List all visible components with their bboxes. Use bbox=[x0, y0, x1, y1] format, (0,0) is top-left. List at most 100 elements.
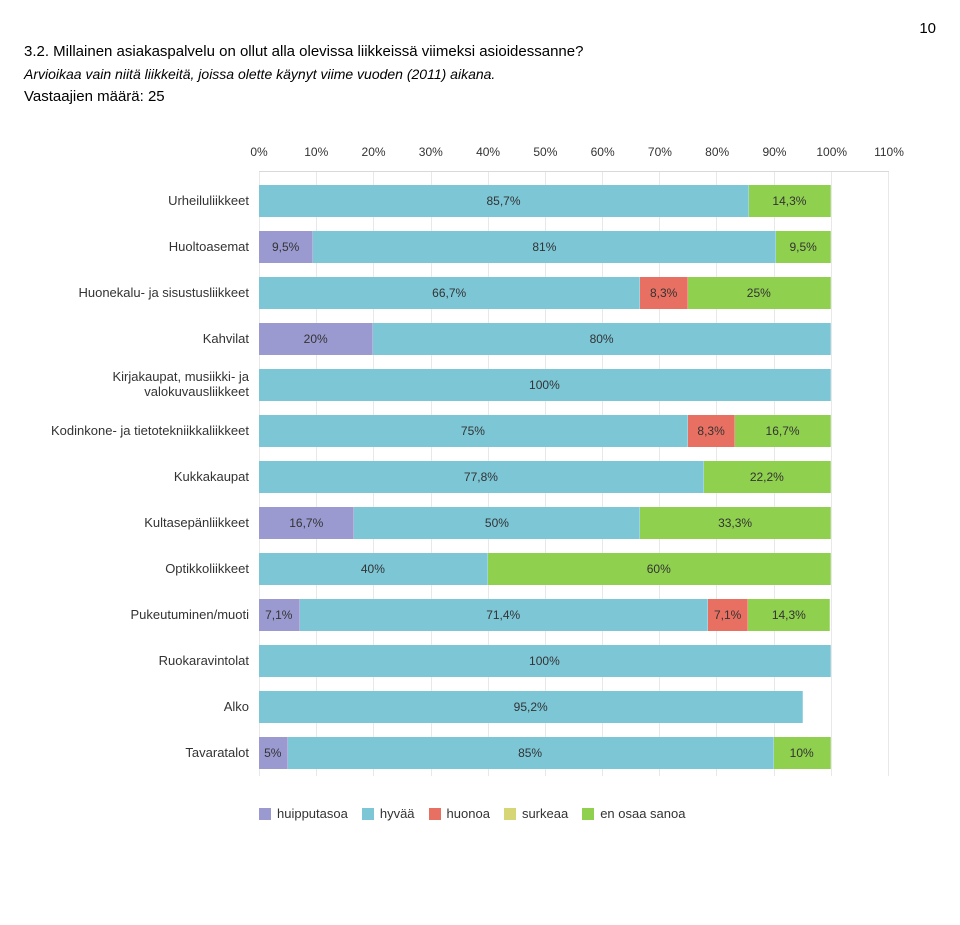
respondent-count: Vastaajien määrä: 25 bbox=[24, 88, 936, 105]
bar-segment: 22,2% bbox=[704, 461, 831, 493]
chart-row: Tavaratalot5%85%10% bbox=[259, 730, 888, 776]
bar-segment: 16,7% bbox=[735, 415, 830, 447]
row-label: Kultasepänliikkeet bbox=[24, 516, 249, 531]
bar-segment: 75% bbox=[259, 415, 688, 447]
bar-segment: 66,7% bbox=[259, 277, 640, 309]
row-label: Kahvilat bbox=[24, 332, 249, 347]
legend-swatch bbox=[429, 808, 441, 820]
bar-segment: 7,1% bbox=[708, 599, 749, 631]
bar-segment: 100% bbox=[259, 645, 831, 677]
legend-swatch bbox=[504, 808, 516, 820]
chart-area: 0%10%20%30%40%50%60%70%80%90%100%110% Ur… bbox=[259, 145, 889, 776]
bar-segment: 33,3% bbox=[640, 507, 830, 539]
bar-segment: 9,5% bbox=[259, 231, 313, 263]
bar-segment: 8,3% bbox=[688, 415, 735, 447]
bar-segment: 9,5% bbox=[776, 231, 830, 263]
bar-segment: 100% bbox=[259, 369, 831, 401]
bar-segment: 14,3% bbox=[749, 185, 831, 217]
stacked-bar: 100% bbox=[259, 369, 888, 401]
bar-segment: 81% bbox=[313, 231, 776, 263]
stacked-bar: 20%80% bbox=[259, 323, 888, 355]
legend-label: en osaa sanoa bbox=[600, 806, 685, 821]
bar-segment: 40% bbox=[259, 553, 488, 585]
chart-row: Alko95,2% bbox=[259, 684, 888, 730]
stacked-bar: 66,7%8,3%25% bbox=[259, 277, 888, 309]
row-label: Huonekalu- ja sisustusliikkeet bbox=[24, 286, 249, 301]
row-label: Kirjakaupat, musiikki- ja valokuvausliik… bbox=[24, 370, 249, 400]
axis-tick: 100% bbox=[816, 145, 847, 159]
legend-swatch bbox=[259, 808, 271, 820]
bar-segment: 50% bbox=[354, 507, 640, 539]
chart-row: Urheiluliikkeet85,7%14,3% bbox=[259, 178, 888, 224]
chart-row: Optikkoliikkeet40%60% bbox=[259, 546, 888, 592]
chart-row: Ruokaravintolat100% bbox=[259, 638, 888, 684]
axis-tick: 0% bbox=[250, 145, 267, 159]
question-subtitle: Arvioikaa vain niitä liikkeitä, joissa o… bbox=[24, 66, 936, 82]
stacked-bar: 16,7%50%33,3% bbox=[259, 507, 888, 539]
chart-row: Huonekalu- ja sisustusliikkeet66,7%8,3%2… bbox=[259, 270, 888, 316]
axis-tick: 30% bbox=[419, 145, 443, 159]
axis-tick: 80% bbox=[705, 145, 729, 159]
chart-row: Pukeutuminen/muoti7,1%71,4%7,1%14,3% bbox=[259, 592, 888, 638]
chart-row: Huoltoasemat9,5%81%9,5% bbox=[259, 224, 888, 270]
axis-tick: 70% bbox=[648, 145, 672, 159]
chart-plot: Urheiluliikkeet85,7%14,3%Huoltoasemat9,5… bbox=[259, 171, 889, 776]
row-label: Huoltoasemat bbox=[24, 240, 249, 255]
bar-segment: 20% bbox=[259, 323, 373, 355]
legend-label: surkeaa bbox=[522, 806, 568, 821]
bar-segment: 95,2% bbox=[259, 691, 803, 723]
row-label: Kodinkone- ja tietotekniikkaliikkeet bbox=[24, 424, 249, 439]
chart-row: Kirjakaupat, musiikki- ja valokuvausliik… bbox=[259, 362, 888, 408]
legend-swatch bbox=[362, 808, 374, 820]
stacked-bar: 95,2% bbox=[259, 691, 888, 723]
bar-segment: 60% bbox=[488, 553, 831, 585]
bar-segment: 85% bbox=[288, 737, 774, 769]
legend-swatch bbox=[582, 808, 594, 820]
stacked-bar: 77,8%22,2% bbox=[259, 461, 888, 493]
bar-segment: 14,3% bbox=[748, 599, 830, 631]
bar-segment: 85,7% bbox=[259, 185, 749, 217]
chart-row: Kodinkone- ja tietotekniikkaliikkeet75%8… bbox=[259, 408, 888, 454]
row-label: Ruokaravintolat bbox=[24, 654, 249, 669]
stacked-bar: 75%8,3%16,7% bbox=[259, 415, 888, 447]
bar-segment: 16,7% bbox=[259, 507, 354, 539]
bar-segment: 25% bbox=[688, 277, 831, 309]
axis-tick: 20% bbox=[362, 145, 386, 159]
bar-segment: 77,8% bbox=[259, 461, 704, 493]
bar-segment: 8,3% bbox=[640, 277, 687, 309]
stacked-bar: 100% bbox=[259, 645, 888, 677]
row-label: Pukeutuminen/muoti bbox=[24, 608, 249, 623]
stacked-bar: 5%85%10% bbox=[259, 737, 888, 769]
axis-tick: 50% bbox=[533, 145, 557, 159]
axis-tick: 110% bbox=[874, 145, 904, 159]
row-label: Alko bbox=[24, 700, 249, 715]
row-label: Kukkakaupat bbox=[24, 470, 249, 485]
chart-row: Kahvilat20%80% bbox=[259, 316, 888, 362]
axis-tick: 90% bbox=[762, 145, 786, 159]
row-label: Urheiluliikkeet bbox=[24, 194, 249, 209]
chart-row: Kultasepänliikkeet16,7%50%33,3% bbox=[259, 500, 888, 546]
axis-tick: 60% bbox=[591, 145, 615, 159]
grid-line bbox=[888, 172, 889, 776]
stacked-bar: 40%60% bbox=[259, 553, 888, 585]
stacked-bar: 9,5%81%9,5% bbox=[259, 231, 888, 263]
x-axis: 0%10%20%30%40%50%60%70%80%90%100%110% bbox=[259, 145, 889, 171]
stacked-bar: 7,1%71,4%7,1%14,3% bbox=[259, 599, 888, 631]
page-number: 10 bbox=[24, 20, 936, 37]
row-label: Tavaratalot bbox=[24, 746, 249, 761]
axis-tick: 40% bbox=[476, 145, 500, 159]
chart-row: Kukkakaupat77,8%22,2% bbox=[259, 454, 888, 500]
bar-segment: 5% bbox=[259, 737, 288, 769]
stacked-bar: 85,7%14,3% bbox=[259, 185, 888, 217]
bar-segment: 80% bbox=[373, 323, 830, 355]
row-label: Optikkoliikkeet bbox=[24, 562, 249, 577]
bar-segment: 71,4% bbox=[300, 599, 708, 631]
legend-label: hyvää bbox=[380, 806, 415, 821]
bar-segment: 10% bbox=[774, 737, 831, 769]
legend: huipputasoa hyvää huonoa surkeaa en osaa san… bbox=[259, 806, 936, 821]
axis-tick: 10% bbox=[304, 145, 328, 159]
bar-segment: 7,1% bbox=[259, 599, 300, 631]
legend-label: huonoa bbox=[447, 806, 490, 821]
legend-label: huipputasoa bbox=[277, 806, 348, 821]
question-title: 3.2. Millainen asiakaspalvelu on ollut a… bbox=[24, 43, 936, 60]
